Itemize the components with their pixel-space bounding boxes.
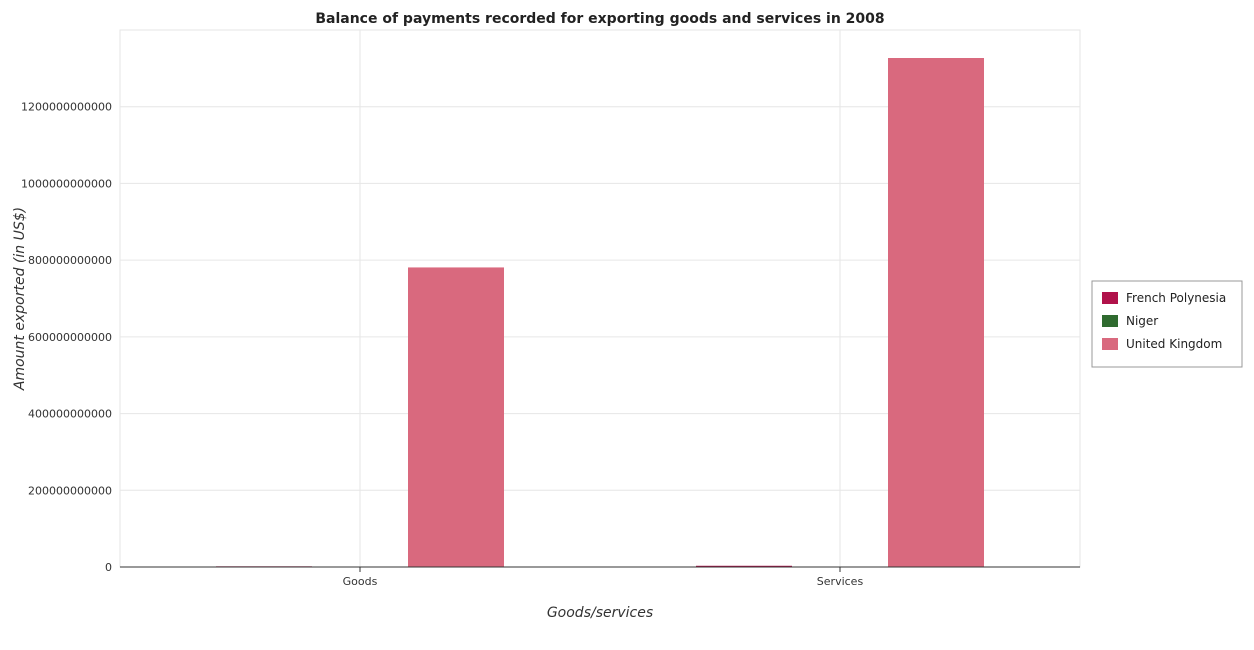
axis-ticks: 0 200000000000 400000000000 600000000000 800…: [21, 101, 1080, 588]
y-tick-label: 200000000000: [28, 484, 112, 497]
chart-title: Balance of payments recorded for exporti…: [315, 11, 884, 27]
legend: French Polynesia Niger United Kingdom: [1091, 280, 1243, 368]
legend-label: Niger: [1126, 314, 1158, 328]
y-tick-label: 800000000000: [28, 254, 112, 267]
y-tick-label: 600000000000: [28, 331, 112, 344]
x-tick-label: Services: [817, 575, 864, 588]
y-tick-label: 400000000000: [28, 408, 112, 421]
y-tick-label: 0: [105, 561, 112, 574]
legend-swatch: [1102, 292, 1118, 304]
y-axis-label: Amount exported (in US$): [12, 207, 28, 391]
legend-swatch: [1102, 315, 1118, 327]
legend-swatch: [1102, 338, 1118, 350]
y-tick-label: 1000000000000: [21, 177, 112, 190]
x-tick-label: Goods: [343, 575, 378, 588]
bar-united-kingdom-goods: [408, 267, 504, 567]
y-tick-label: 1200000000000: [21, 101, 112, 114]
x-axis-label: Goods/services: [547, 605, 653, 621]
bars: [216, 58, 984, 568]
bar-united-kingdom-services: [888, 58, 984, 568]
bar-french-polynesia-services: [696, 565, 792, 567]
legend-label: United Kingdom: [1126, 337, 1222, 351]
legend-label: French Polynesia: [1126, 291, 1226, 305]
